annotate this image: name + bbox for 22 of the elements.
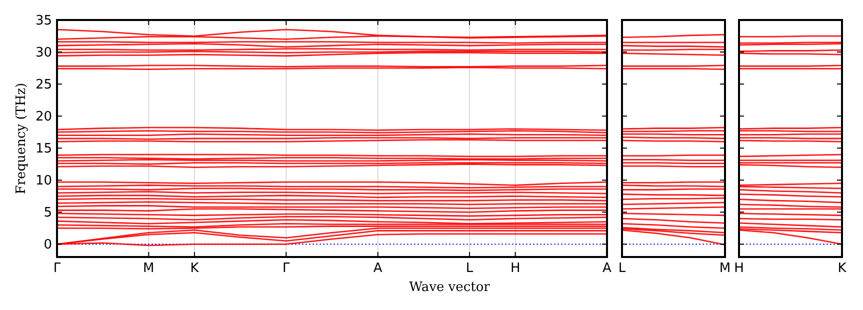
x-tick-label: Γ (282, 261, 291, 276)
y-tick-label: 15 (35, 142, 52, 157)
x-tick-label: H (734, 261, 744, 276)
x-tick-label: L (618, 261, 626, 276)
x-tick-label: M (143, 261, 154, 276)
y-tick-label: 0 (44, 238, 52, 253)
y-tick-label: 30 (35, 46, 52, 61)
x-tick-label: H (510, 261, 520, 276)
x-tick-label: A (373, 261, 382, 276)
x-tick-label: K (838, 261, 847, 276)
y-tick-label: 5 (44, 206, 52, 221)
x-tick-label: A (602, 261, 612, 276)
y-axis-title: Frequency (THz) (14, 82, 29, 194)
x-tick-label: M (719, 261, 731, 276)
x-tick-label: L (466, 261, 474, 276)
y-tick-label: 35 (35, 14, 52, 29)
x-axis-title: Wave vector (409, 280, 491, 295)
y-tick-label: 25 (35, 78, 52, 93)
x-tick-label: K (190, 261, 200, 276)
y-tick-label: 20 (35, 110, 52, 125)
x-tick-label: Γ (53, 261, 62, 276)
y-tick-label: 10 (35, 174, 52, 189)
